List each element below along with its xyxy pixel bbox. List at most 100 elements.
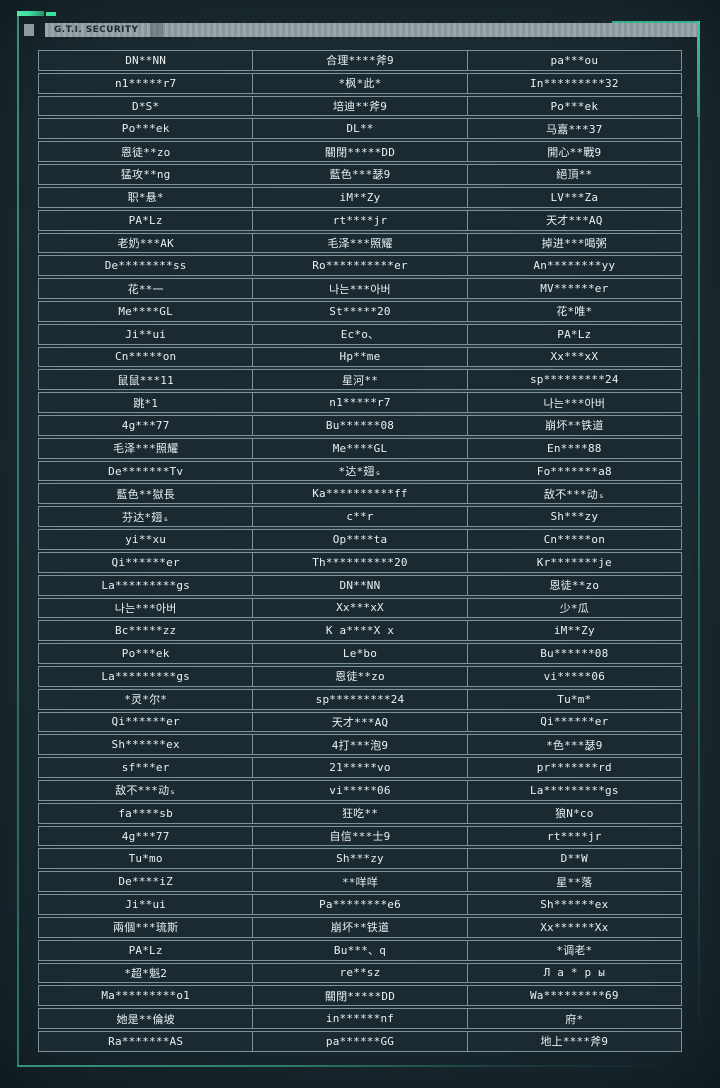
player-name-cell: Ra*******AS — [39, 1031, 254, 1051]
player-name-cell: pa******GG — [253, 1031, 468, 1051]
player-name-cell: Hp**me — [253, 347, 468, 367]
player-name-cell: DN**NN — [39, 51, 254, 70]
table-row: *灵*尔* sp*********24 Tu*m* — [38, 688, 682, 710]
frame-right-line — [698, 117, 700, 1045]
player-name-cell: Me****GL — [253, 438, 468, 458]
player-name-cell: *调老* — [556, 944, 593, 958]
player-name-cell: Th**********20 — [253, 552, 468, 572]
player-name-cell: *枫*此* — [253, 73, 468, 93]
player-name-cell: D*S* — [39, 96, 254, 116]
roster-table: DN**NN 合理****斧9 pa***ou n1*****r7 *枫*此* In***… — [38, 50, 682, 1052]
player-name-cell: DN**NN — [253, 575, 468, 595]
table-row: Ji**ui Pa********e6 Sh******ex — [38, 894, 682, 915]
table-row: Cn*****on Hp**me Xx***xX — [38, 346, 682, 368]
table-row: D*S* 培迪**斧9 Po***ek — [38, 95, 682, 117]
player-name-cell: PA*Lz — [39, 940, 254, 960]
table-row: Ra*******AS pa******GG 地上****斧9 — [38, 1030, 682, 1052]
player-name-cell: Po***ek — [39, 644, 254, 663]
table-row: 她是**倫坡 in******nf 府* — [38, 1008, 682, 1029]
player-name-cell: 絕頂** — [556, 168, 593, 182]
player-name-cell: Tu*m* — [557, 692, 592, 706]
player-name-cell: Bu***、q — [253, 940, 468, 960]
player-name-cell: 開心**戰9 — [547, 145, 602, 159]
player-name-cell: Qi******er — [540, 715, 609, 729]
table-row: Sh******ex 4打***泡9 *色***瑟9 — [38, 734, 682, 756]
player-name-cell: Op****ta — [253, 530, 468, 549]
table-row: De*******Tv *达*翅ₛ Fo*******a8 — [38, 460, 682, 482]
player-name-cell: 4g***77 — [39, 826, 254, 846]
player-name-cell: Ka**********ff — [253, 484, 468, 504]
player-name-cell: Ma*********o1 — [39, 986, 254, 1006]
table-row: Me****GL St*****20 花*唯* — [38, 300, 682, 322]
player-name-cell: 崩坏**铁道 — [253, 917, 468, 937]
table-row: 职*悬* iM**Zy LV***Za — [38, 186, 682, 208]
player-name-cell: vi*****06 — [543, 669, 606, 683]
player-name-cell: 藍色**獄長 — [39, 484, 254, 504]
player-name-cell: 花**一 — [39, 279, 254, 298]
player-name-cell: *色***瑟9 — [546, 738, 603, 752]
table-row: 敌不***动ₛ vi*****06 La*********gs — [38, 780, 682, 801]
player-name-cell: In*********32 — [529, 76, 619, 90]
table-row: 鼠鼠***11 星河** sp*********24 — [38, 369, 682, 391]
player-name-cell: pr*******rd — [536, 761, 612, 775]
player-name-cell: 나는***아버 — [253, 279, 468, 298]
player-name-cell: 崩坏**铁道 — [545, 419, 604, 433]
table-row: 나는***아버 Xx***xX 少*瓜 — [38, 597, 682, 619]
table-row: De****iZ **咩咩 星**落 — [38, 871, 682, 893]
table-row: 恩徒**zo 關閉*****DD 開心**戰9 — [38, 141, 682, 163]
table-row: 花**一 나는***아버 MV******er — [38, 278, 682, 299]
player-name-cell: 芬达*翅ₛ — [39, 507, 254, 527]
player-name-cell: Qi******er — [39, 552, 254, 572]
player-name-cell: 4g***77 — [39, 416, 254, 435]
table-row: fa****sb 狂吃** 狼N*co — [38, 802, 682, 824]
table-row: sf***er 21*****vo pr*******rd — [38, 757, 682, 778]
player-name-cell: St*****20 — [253, 301, 468, 321]
frame-bottom-line — [17, 1065, 677, 1067]
player-name-cell: Cn*****on — [543, 532, 606, 546]
player-name-cell: En****88 — [547, 441, 602, 455]
player-name-cell: Sh***zy — [253, 849, 468, 869]
player-name-cell: Wa*********69 — [529, 989, 619, 1003]
player-name-cell: 毛泽***照耀 — [253, 233, 468, 253]
player-name-cell: Sh***zy — [550, 510, 599, 524]
player-name-cell: Tu*mo — [39, 849, 254, 869]
player-name-cell: yi**xu — [39, 530, 254, 549]
player-name-cell: Ro**********er — [253, 256, 468, 276]
player-name-cell: Kr*******je — [536, 555, 612, 569]
player-name-cell: Cn*****on — [39, 347, 254, 367]
player-name-cell: Ji**ui — [39, 324, 254, 344]
player-name-cell: n1*****r7 — [253, 393, 468, 412]
table-row: Po***ek Le*bo Bu******08 — [38, 643, 682, 664]
player-name-cell: re**sz — [253, 963, 468, 983]
player-name-cell: 天才***AQ — [253, 712, 468, 732]
player-name-cell: 培迪**斧9 — [253, 96, 468, 116]
table-row: 毛泽***照耀 Me****GL En****88 — [38, 437, 682, 459]
player-name-cell: Xx******Xx — [540, 920, 609, 934]
player-name-cell: 星**落 — [556, 875, 593, 889]
table-row: 4g***77 自信***士9 rt****jr — [38, 825, 682, 847]
player-name-cell: D**W — [560, 852, 588, 866]
player-name-cell: 나는***아버 — [39, 598, 254, 618]
player-name-cell: *灵*尔* — [39, 689, 254, 709]
player-name-cell: Fo*******a8 — [536, 464, 612, 478]
player-name-cell: Ec*o、 — [253, 324, 468, 344]
table-row: Po***ek DL** 马嘉***37 — [38, 118, 682, 140]
player-name-cell: **咩咩 — [253, 872, 468, 892]
player-name-cell: 敌不***动ₛ — [543, 487, 605, 501]
player-name-cell: rt****jr — [547, 829, 602, 843]
page-title: G.T.I. SECURITY — [54, 25, 139, 35]
player-name-cell: fa****sb — [39, 803, 254, 823]
player-name-cell: 自信***士9 — [253, 826, 468, 846]
player-name-cell: 花*唯* — [556, 305, 593, 319]
player-name-cell: sp*********24 — [253, 689, 468, 709]
player-name-cell: 马嘉***37 — [546, 122, 603, 136]
table-row: Qi******er 天才***AQ Qi******er — [38, 711, 682, 733]
table-row: Ma*********o1 關閉*****DD Wa*********69 — [38, 985, 682, 1007]
table-row: n1*****r7 *枫*此* In*********32 — [38, 72, 682, 94]
player-name-cell: vi*****06 — [253, 781, 468, 800]
player-name-cell: pa***ou — [550, 53, 599, 67]
player-name-cell: Po***ek — [39, 119, 254, 139]
frame-left-line — [17, 11, 19, 1067]
player-name-cell: 猛攻**ng — [39, 165, 254, 184]
corner-bracket-dash — [46, 12, 56, 16]
